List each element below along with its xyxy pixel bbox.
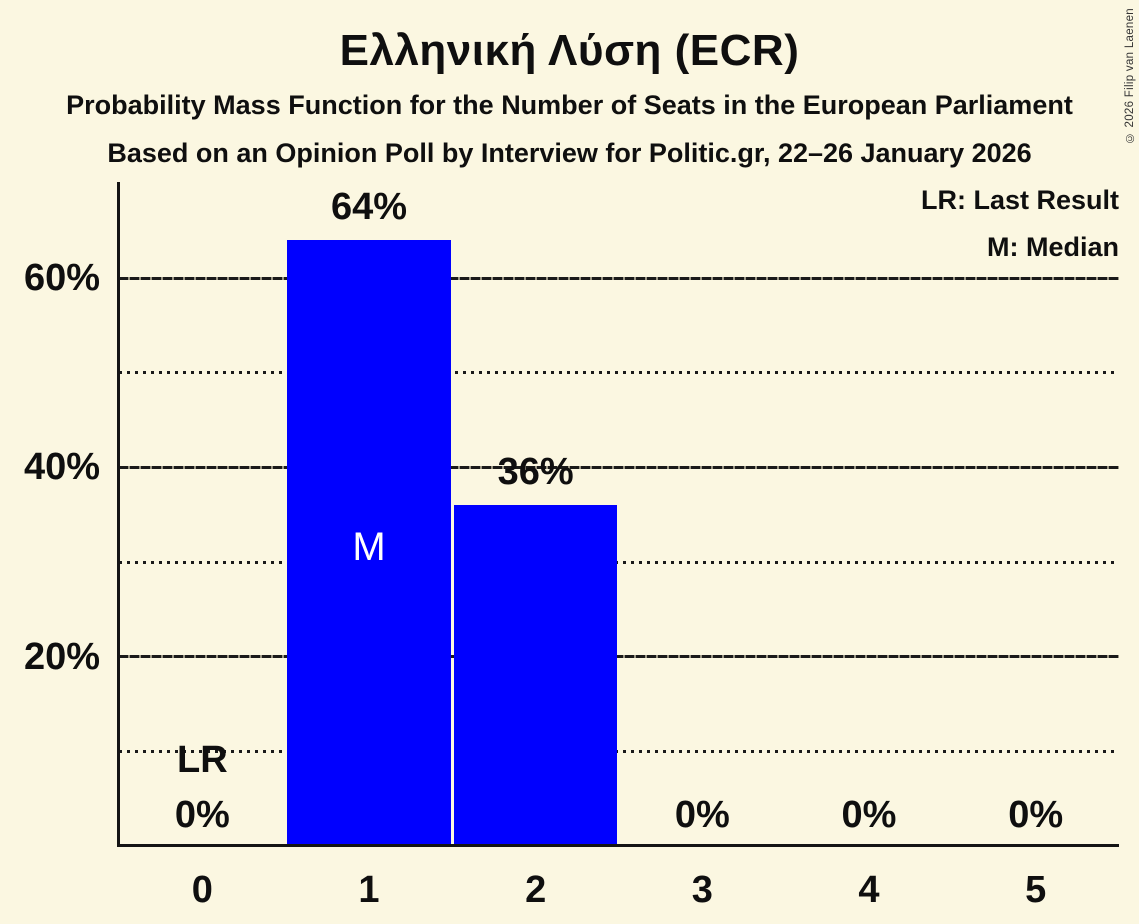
y-tick-label-40: 40% [23, 446, 100, 489]
x-axis-line [119, 844, 1119, 847]
x-tick-label-0: 0 [191, 869, 213, 911]
last-result-marker: LR [177, 739, 228, 781]
median-marker: M [352, 525, 386, 569]
gridline-40pct [119, 465, 1119, 469]
x-tick-label-2: 2 [525, 869, 547, 911]
page-title: Ελληνική Λύση (ECR) [339, 26, 800, 75]
y-axis-line [117, 182, 120, 847]
gridline-30pct [119, 560, 1119, 564]
copyright-notice: © 2026 Filip van Laenen [1124, 8, 1136, 144]
gridline-10pct [119, 749, 1119, 753]
gridline-60pct [119, 276, 1119, 280]
gridline-20pct [119, 655, 1119, 659]
x-tick-label-3: 3 [691, 869, 713, 911]
chart-subtitle: Probability Mass Function for the Number… [66, 90, 1073, 120]
bar-value-label-3: 0% [674, 794, 730, 836]
chart-source-line: Based on an Opinion Poll by Interview fo… [107, 138, 1032, 168]
bar-value-label-5: 0% [1008, 794, 1064, 836]
bar-value-label-2: 36% [497, 451, 574, 494]
legend-last-result: LR: Last Result [920, 185, 1119, 215]
x-tick-label-1: 1 [358, 869, 380, 911]
bar-value-label-0: 0% [174, 794, 230, 836]
x-tick-label-4: 4 [858, 869, 880, 911]
y-tick-label-60: 60% [23, 257, 100, 299]
bar-seats-2 [453, 505, 618, 846]
legend-median: M: Median [987, 232, 1119, 262]
bar-value-label-4: 0% [841, 794, 897, 836]
bar-seats-1 [287, 240, 451, 846]
x-tick-label-5: 5 [1025, 869, 1047, 911]
gridline-50pct [119, 371, 1119, 375]
y-tick-label-20: 20% [23, 635, 100, 678]
bar-value-label-1: 64% [330, 186, 408, 229]
